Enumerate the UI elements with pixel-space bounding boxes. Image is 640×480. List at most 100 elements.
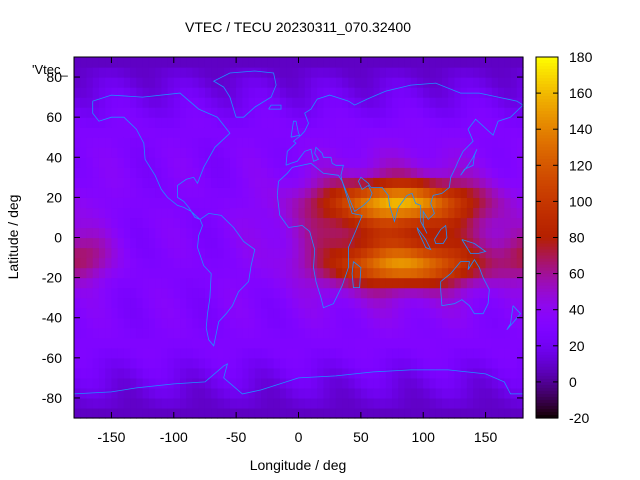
heatmap-cell <box>136 97 144 108</box>
coastline-path <box>461 239 487 254</box>
heatmap-cell <box>123 227 131 239</box>
heatmap-cell <box>373 267 381 279</box>
heatmap-cell <box>279 117 287 128</box>
heatmap-cell <box>348 327 356 339</box>
heatmap-cell <box>460 117 468 128</box>
heatmap-cell <box>441 157 449 168</box>
heatmap-cell <box>117 267 125 279</box>
heatmap-cell <box>117 77 125 88</box>
heatmap-cell <box>310 287 318 299</box>
heatmap-cell <box>466 317 474 329</box>
heatmap-cell <box>473 57 480 68</box>
heatmap-cell <box>454 367 462 379</box>
heatmap-cell <box>261 137 268 148</box>
heatmap-cell <box>410 157 418 168</box>
heatmap-cell <box>111 267 119 279</box>
heatmap-cell <box>142 317 150 329</box>
heatmap-cell <box>198 227 206 239</box>
heatmap-cell <box>161 187 169 198</box>
heatmap-cell <box>180 357 187 369</box>
heatmap-cell <box>130 357 137 369</box>
heatmap-cell <box>516 237 524 249</box>
heatmap-cell <box>435 167 443 178</box>
heatmap-cell <box>416 87 424 98</box>
heatmap-cell <box>516 267 524 279</box>
heatmap-cell <box>516 177 524 188</box>
heatmap-cell <box>379 277 387 289</box>
heatmap-cell <box>130 177 137 188</box>
heatmap-cell <box>211 67 219 78</box>
colorbar-step <box>536 279 558 284</box>
colorbar-step <box>536 387 558 392</box>
heatmap-cell <box>261 247 268 259</box>
heatmap-cell <box>267 77 275 88</box>
heatmap-cell <box>229 337 237 349</box>
heatmap-cell <box>410 257 418 269</box>
heatmap-cell <box>261 87 268 98</box>
heatmap-cell <box>180 157 187 168</box>
heatmap-cell <box>98 337 106 349</box>
heatmap-cell <box>242 137 250 148</box>
heatmap-cell <box>211 227 219 239</box>
heatmap-cell <box>435 277 443 289</box>
heatmap-cell <box>142 157 150 168</box>
heatmap-cell <box>204 167 212 178</box>
heatmap-cell <box>192 107 200 118</box>
heatmap-cell <box>416 107 424 118</box>
colorbar-step <box>536 195 558 199</box>
heatmap-cell <box>423 257 431 269</box>
heatmap-cell <box>317 377 325 389</box>
heatmap-cell <box>279 157 287 168</box>
heatmap-cell <box>242 117 250 128</box>
heatmap-cell <box>441 57 449 68</box>
heatmap-cell <box>454 287 462 299</box>
heatmap-cell <box>267 107 275 118</box>
colorbar-step <box>536 264 558 269</box>
heatmap-cell <box>292 67 300 78</box>
heatmap-cell <box>360 137 368 148</box>
heatmap-cell <box>161 97 169 108</box>
heatmap-cell <box>217 167 225 178</box>
heatmap-cell <box>423 237 431 249</box>
colorbar-step <box>536 381 558 386</box>
heatmap-cell <box>292 197 300 209</box>
colorbar-tick-label: 140 <box>569 121 593 137</box>
heatmap-cell <box>130 207 137 219</box>
heatmap-cell <box>423 117 431 128</box>
heatmap-cell <box>360 157 368 168</box>
heatmap-cell <box>360 247 368 259</box>
heatmap-cell <box>498 67 505 78</box>
heatmap-cell <box>273 207 281 219</box>
heatmap-cell <box>148 247 156 259</box>
heatmap-cell <box>404 97 412 108</box>
heatmap-cell <box>92 217 100 229</box>
heatmap-cell <box>373 57 381 68</box>
heatmap-cell <box>236 127 243 138</box>
heatmap-cell <box>473 87 480 98</box>
heatmap-cell <box>466 387 474 399</box>
heatmap-cell <box>155 237 162 249</box>
heatmap-cell <box>298 337 306 349</box>
heatmap-cell <box>123 217 131 229</box>
heatmap-cell <box>435 147 443 158</box>
heatmap-cell <box>130 277 137 289</box>
heatmap-cell <box>142 397 150 409</box>
heatmap-cell <box>148 137 156 148</box>
heatmap-cell <box>342 387 349 399</box>
heatmap-cell <box>148 167 156 178</box>
heatmap-cell <box>373 167 381 178</box>
colorbar-step <box>536 150 558 154</box>
heatmap-cell <box>385 237 393 249</box>
heatmap-cell <box>92 317 100 329</box>
colorbar-tick-label: 60 <box>569 266 585 282</box>
heatmap-cell <box>398 397 406 409</box>
x-tick-label: 50 <box>353 429 369 445</box>
heatmap-cell <box>180 107 187 118</box>
heatmap-cell <box>392 207 399 219</box>
heatmap-cell <box>423 137 431 148</box>
heatmap-cell <box>236 387 243 399</box>
heatmap-cell <box>173 347 181 359</box>
heatmap-cell <box>354 357 362 369</box>
heatmap-cell <box>479 117 487 128</box>
heatmap-cell <box>416 167 424 178</box>
